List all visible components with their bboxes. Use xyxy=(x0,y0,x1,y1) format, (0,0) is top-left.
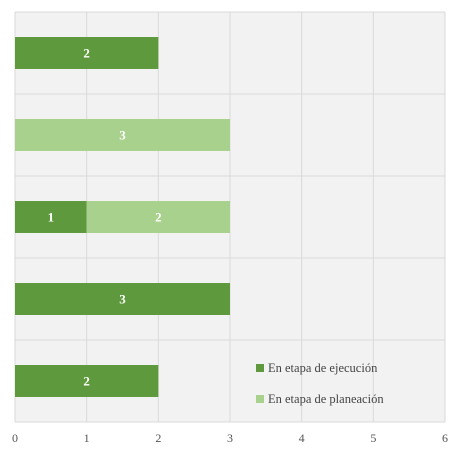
bar-series-2-category-3 xyxy=(86,201,231,233)
x-tick-label: 6 xyxy=(442,431,448,445)
bar-series-1-category-3 xyxy=(15,201,87,233)
legend-label: En etapa de ejecución xyxy=(268,361,378,375)
bars xyxy=(15,37,231,397)
data-label: 1 xyxy=(48,210,55,225)
legend: En etapa de ejecución En etapa de planeac… xyxy=(256,361,384,406)
legend-swatch xyxy=(256,364,264,372)
data-label: 2 xyxy=(155,210,162,225)
x-axis-ticks: 0 1 2 3 4 5 6 xyxy=(12,431,448,445)
x-tick-label: 1 xyxy=(84,431,90,445)
data-label: 2 xyxy=(83,374,90,389)
x-tick-label: 3 xyxy=(227,431,233,445)
data-label: 2 xyxy=(83,46,90,61)
legend-swatch xyxy=(256,395,264,403)
x-tick-label: 0 xyxy=(12,431,18,445)
bar-series-1-category-5 xyxy=(15,365,159,397)
legend-label: En etapa de planeación xyxy=(268,392,384,406)
data-label: 3 xyxy=(119,128,126,143)
bar-series-1-category-4 xyxy=(15,283,230,315)
bar-series-2-category-2 xyxy=(15,119,230,151)
x-tick-label: 4 xyxy=(299,431,305,445)
data-label: 3 xyxy=(119,292,126,307)
bar-series-1-category-1 xyxy=(15,37,159,69)
x-tick-label: 5 xyxy=(370,431,376,445)
x-tick-label: 2 xyxy=(155,431,161,445)
data-labels: 2 3 1 2 3 2 xyxy=(48,46,162,389)
